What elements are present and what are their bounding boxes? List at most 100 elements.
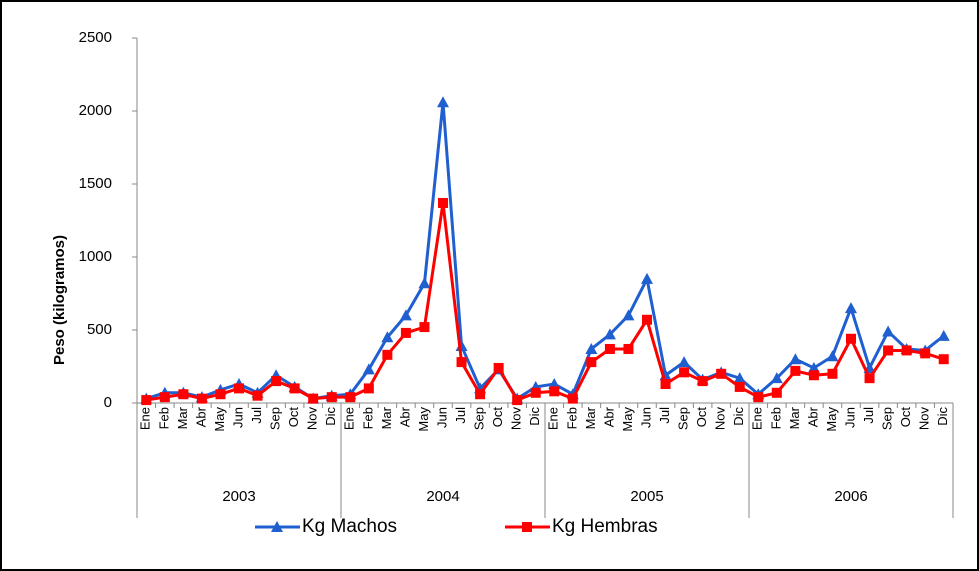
x-tick-label: May bbox=[416, 407, 431, 432]
x-tick-label: Feb bbox=[768, 407, 783, 429]
point bbox=[289, 383, 300, 394]
x-tick-label: Feb bbox=[156, 407, 171, 429]
y-tick-label: 1500 bbox=[79, 175, 112, 192]
x-tick-label: Ene bbox=[546, 407, 561, 430]
point bbox=[790, 365, 801, 376]
point bbox=[418, 277, 431, 289]
point bbox=[252, 390, 263, 401]
x-tick-label: Mar bbox=[583, 406, 598, 429]
point bbox=[382, 349, 393, 360]
point bbox=[603, 328, 616, 340]
x-tick-label: Ene bbox=[750, 407, 765, 430]
x-tick-label: Mar bbox=[787, 406, 802, 429]
point bbox=[641, 272, 653, 284]
x-tick-label: Jul bbox=[453, 407, 468, 424]
x-tick-label: Mar bbox=[379, 406, 394, 429]
point bbox=[400, 327, 411, 338]
point bbox=[827, 368, 838, 379]
point bbox=[826, 350, 839, 362]
point bbox=[141, 395, 152, 406]
legend-marker bbox=[271, 521, 283, 532]
x-tick-label: Mar bbox=[175, 406, 190, 429]
point bbox=[437, 96, 449, 108]
y-tick-label: 0 bbox=[104, 394, 112, 411]
point bbox=[362, 363, 375, 375]
point bbox=[920, 348, 931, 359]
x-tick-label: Abr bbox=[601, 406, 616, 427]
point bbox=[808, 370, 819, 381]
point bbox=[178, 389, 189, 400]
point bbox=[567, 393, 578, 404]
point bbox=[604, 343, 615, 354]
legend-marker bbox=[522, 522, 532, 532]
point bbox=[846, 333, 856, 344]
x-tick-label: Jul bbox=[657, 407, 672, 424]
point bbox=[438, 197, 448, 208]
point bbox=[399, 309, 412, 321]
point bbox=[679, 367, 690, 378]
point bbox=[419, 322, 430, 333]
x-tick-label: Feb bbox=[360, 407, 375, 429]
x-tick-label: Dic bbox=[323, 407, 338, 426]
point bbox=[770, 372, 783, 384]
point bbox=[882, 325, 895, 337]
point bbox=[623, 343, 634, 354]
point bbox=[845, 302, 857, 314]
x-tick-label: Dic bbox=[935, 407, 950, 426]
y-tick-label: 2500 bbox=[79, 29, 112, 46]
x-tick-label: Oct bbox=[694, 407, 709, 428]
point bbox=[734, 381, 745, 392]
x-tick-label: Abr bbox=[193, 406, 208, 427]
x-tick-label: Jul bbox=[249, 407, 264, 424]
point bbox=[901, 345, 912, 356]
group-label: 2003 bbox=[222, 488, 255, 505]
point bbox=[789, 353, 802, 365]
point bbox=[512, 395, 523, 406]
point bbox=[548, 378, 561, 390]
y-tick-label: 1000 bbox=[79, 248, 112, 265]
point bbox=[456, 357, 467, 368]
x-tick-label: Jun bbox=[434, 407, 449, 428]
x-tick-label: Dic bbox=[527, 407, 542, 426]
point bbox=[716, 368, 727, 379]
x-tick-label: Abr bbox=[397, 406, 412, 427]
group-label: 2005 bbox=[630, 488, 663, 505]
x-tick-label: Ene bbox=[138, 407, 153, 430]
point bbox=[622, 309, 635, 321]
y-axis-title: Peso (kilogramos) bbox=[51, 235, 68, 365]
point bbox=[381, 331, 394, 343]
point bbox=[807, 361, 820, 373]
point bbox=[864, 373, 875, 384]
point bbox=[345, 392, 356, 403]
x-tick-label: Jun bbox=[230, 407, 245, 428]
x-tick-label: Ene bbox=[342, 407, 357, 430]
x-tick-label: Oct bbox=[286, 407, 301, 428]
point bbox=[937, 329, 950, 341]
point bbox=[753, 392, 764, 403]
x-tick-label: Nov bbox=[305, 407, 320, 431]
point bbox=[678, 356, 691, 368]
group-label: 2004 bbox=[426, 488, 459, 505]
legend-label: Kg Hembras bbox=[552, 516, 658, 537]
x-tick-label: Dic bbox=[731, 407, 746, 426]
point bbox=[308, 393, 319, 404]
y-tick-label: 2000 bbox=[79, 102, 112, 119]
x-tick-label: Sep bbox=[472, 407, 487, 430]
point bbox=[660, 379, 671, 390]
point bbox=[215, 389, 226, 400]
point bbox=[159, 392, 170, 403]
point bbox=[326, 392, 337, 403]
x-tick-label: Jun bbox=[638, 407, 653, 428]
x-tick-label: Jun bbox=[842, 407, 857, 428]
point bbox=[642, 314, 652, 325]
point bbox=[493, 362, 504, 373]
point bbox=[196, 393, 207, 404]
x-tick-label: Nov bbox=[509, 407, 524, 431]
point bbox=[234, 383, 244, 394]
x-tick-label: Sep bbox=[676, 407, 691, 430]
point bbox=[271, 376, 282, 387]
x-tick-label: Oct bbox=[490, 407, 505, 428]
